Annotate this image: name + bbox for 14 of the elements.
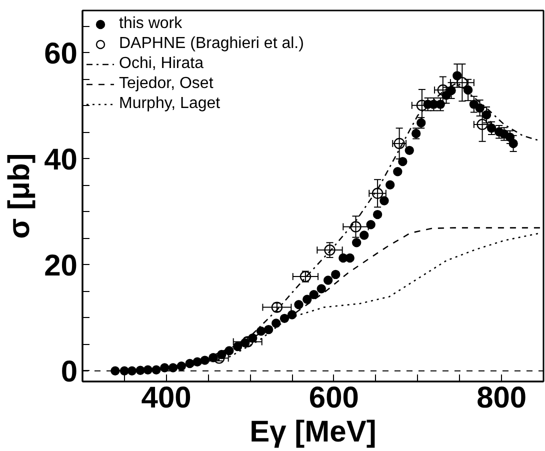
x-axis-title: Eγ [MeV]: [250, 416, 376, 448]
legend-label: Ochi, Hirata: [119, 54, 204, 74]
y-tick-label: 60: [44, 37, 78, 70]
x-tick-label: 600: [308, 382, 359, 414]
legend-label: DAPHNE (Braghieri et al.): [119, 34, 304, 54]
y-tick-label: 20: [44, 249, 78, 282]
x-tick-label: 400: [141, 382, 192, 414]
y-axis-title: σ [μb]: [3, 153, 36, 239]
legend-label: this work: [119, 14, 182, 34]
legend-label: Murphy, Laget: [119, 94, 220, 114]
y-tick-label: 0: [60, 355, 78, 388]
y-tick-label: 40: [44, 143, 78, 176]
legend-label: Tejedor, Oset: [119, 74, 214, 94]
x-tick-label: 800: [476, 382, 527, 414]
